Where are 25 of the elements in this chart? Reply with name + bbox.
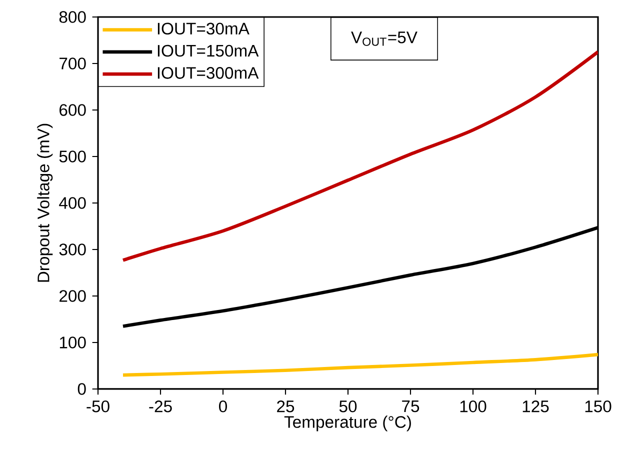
x-tick-label: 150 [585, 400, 612, 412]
x-tick-label: 0 [219, 400, 227, 412]
x-tick-label: -25 [149, 400, 172, 412]
x-tick-label: 125 [522, 400, 549, 412]
annotation: V$_{OUT}$=5V [351, 32, 418, 46]
x-tick-label: 75 [402, 400, 420, 412]
legend-label: IOUT=300mA [158, 67, 259, 79]
line-series [121, 352, 598, 377]
y-axis-title: Dropout Voltage (mV) [37, 124, 53, 282]
x-tick-label: -50 [86, 400, 110, 412]
y-tick-label: 400 [59, 197, 86, 209]
y-tick-label: 300 [59, 244, 86, 256]
y-tick-label: 800 [59, 11, 86, 23]
x-tick-label: 50 [339, 400, 357, 412]
y-tick-label: 500 [59, 150, 86, 162]
y-tick-label: 700 [60, 58, 86, 70]
x-axis-title: Temperature (°C) [284, 416, 411, 432]
legend-label: IOUT=30mA [158, 22, 250, 35]
y-tick-label: 200 [60, 290, 86, 302]
legend-label: IOUT=150mA [158, 44, 259, 57]
x-tick-label: 25 [277, 400, 294, 412]
x-tick-label: 100 [460, 400, 486, 412]
y-tick-label: 100 [60, 336, 86, 348]
y-tick-label: 0 [78, 383, 86, 395]
y-tick-label: 600 [60, 104, 86, 116]
